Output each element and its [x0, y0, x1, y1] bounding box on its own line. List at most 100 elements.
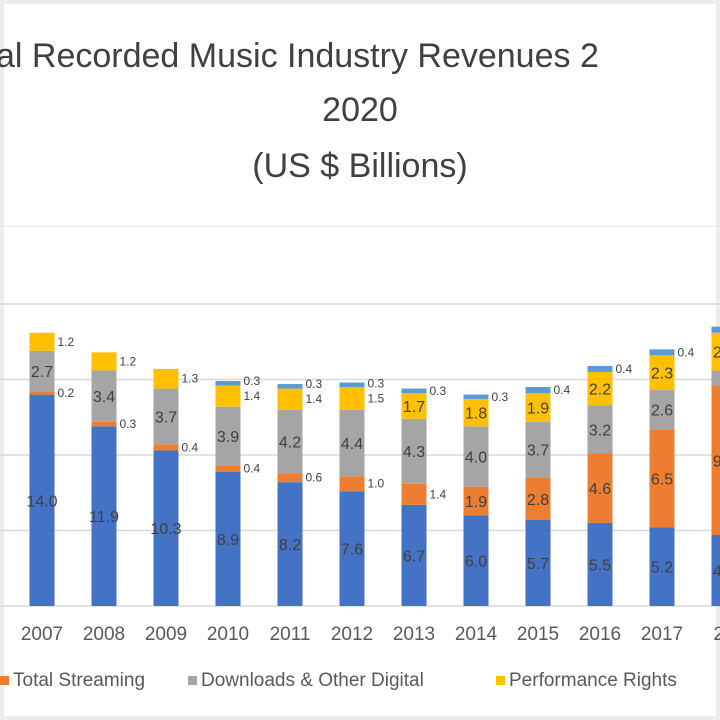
bar-segment: [91, 421, 117, 427]
data-label: 4.0: [465, 450, 487, 467]
bar-segment: [215, 465, 241, 472]
bar-segment: [29, 394, 55, 606]
x-tick-label: 2007: [21, 624, 63, 645]
data-label: 1.4: [244, 389, 261, 403]
data-label: 4.6: [589, 481, 611, 498]
data-label: 2.8: [527, 492, 549, 509]
data-label: 5.2: [651, 560, 673, 577]
bar-segment: [29, 391, 55, 395]
x-tick-label: 2012: [331, 624, 373, 645]
data-label: 0.4: [616, 362, 633, 376]
bar-segment: [29, 350, 55, 392]
bar-segment: [277, 384, 303, 389]
data-label: 5.7: [527, 556, 549, 573]
data-label: 3.2: [589, 422, 611, 439]
data-label: 4.7: [713, 564, 720, 581]
data-label: 2.6: [651, 403, 673, 420]
bar-segment: [587, 405, 613, 454]
bar-segment: [91, 426, 117, 606]
bar-segment: [339, 387, 365, 410]
bar-segment: [711, 332, 720, 371]
data-label: 1.7: [403, 399, 425, 416]
data-label: 6.7: [403, 548, 425, 565]
data-label: 6.5: [651, 471, 673, 488]
data-label: 0.3: [120, 417, 137, 431]
data-label: 3.7: [527, 443, 549, 460]
bar-segment: [91, 352, 117, 371]
bar-segment: [401, 388, 427, 394]
legend-swatch: [496, 676, 505, 686]
bar-segment: [401, 483, 427, 505]
bar-segment: [587, 522, 613, 606]
data-label: 10.3: [150, 521, 181, 538]
bar-segment: [525, 393, 551, 422]
bar-segment: [215, 406, 241, 466]
bar-segment: [587, 371, 613, 406]
legend-item-downloads: Downloads & Other Digital: [188, 670, 424, 692]
data-label: 4.3: [403, 444, 425, 461]
bar-segment: [401, 418, 427, 484]
bar-segment: [401, 393, 427, 419]
data-label: 0.4: [182, 440, 199, 454]
x-tick-label: 2010: [207, 624, 249, 645]
bar-segment: [339, 382, 365, 388]
bar-segment: [153, 444, 179, 451]
data-label: 0.3: [244, 374, 261, 388]
bar-segment: [339, 491, 365, 606]
bar-segment: [277, 482, 303, 606]
x-tick-label: 2017: [641, 624, 683, 645]
bar-segment: [215, 381, 241, 386]
bar-segment: [339, 409, 365, 477]
data-label: 3.4: [93, 389, 115, 406]
bar-segment: [711, 326, 720, 333]
data-label: 2.2: [589, 382, 611, 399]
legend-item-streaming: Total Streaming: [0, 670, 145, 692]
legend: Total Streaming Downloads & Other Digita…: [0, 670, 720, 700]
bar-segment: [525, 519, 551, 606]
bar-segment: [649, 429, 675, 528]
x-tick-label: 2008: [83, 624, 125, 645]
bar-segment: [463, 515, 489, 606]
x-tick-label: 20: [713, 624, 720, 645]
data-label: 3.7: [155, 409, 177, 426]
data-label: 4.2: [279, 434, 301, 451]
data-label: 1.9: [465, 494, 487, 511]
bar-segment: [153, 450, 179, 606]
bar-segment: [463, 486, 489, 516]
data-label: 0.4: [678, 345, 695, 359]
bar-segment: [29, 332, 55, 351]
data-label: 1.4: [430, 487, 447, 501]
data-label: 2.3: [651, 366, 673, 383]
legend-swatch: [188, 676, 197, 686]
data-label: 0.3: [368, 376, 385, 390]
x-tick-label: 2009: [145, 624, 187, 645]
data-label: 3.9: [217, 429, 239, 446]
x-tick-label: 2013: [393, 624, 435, 645]
data-label: 1.2: [120, 354, 137, 368]
bar-segment: [525, 477, 551, 520]
data-label: 6.0: [465, 554, 487, 571]
legend-label: Performance Rights: [509, 670, 677, 691]
bar-segment: [525, 421, 551, 478]
data-label: 4.4: [341, 436, 363, 453]
bar-segment: [153, 368, 179, 389]
bar-segment: [587, 365, 613, 372]
data-label: 0.3: [430, 384, 447, 398]
legend-item-performance: Performance Rights: [496, 670, 677, 692]
legend-label: Total Streaming: [13, 670, 146, 691]
data-label: 2.5: [713, 345, 720, 362]
bar-segment: [649, 355, 675, 391]
x-tick-label: 2011: [270, 624, 311, 645]
chart-title-line-1: al Recorded Music Industry Revenues 2: [0, 37, 599, 75]
x-tick-label: 2015: [517, 624, 559, 645]
legend-label: Downloads & Other Digital: [201, 670, 424, 691]
bar-segment: [587, 453, 613, 523]
bar-segment: [277, 473, 303, 483]
data-label: 1.3: [182, 372, 199, 386]
data-label: 14.0: [26, 493, 57, 510]
data-label: 0.2: [58, 386, 75, 400]
data-label: 8.2: [279, 537, 301, 554]
data-label: 9.9: [713, 453, 720, 470]
data-label: 1.8: [465, 406, 487, 423]
